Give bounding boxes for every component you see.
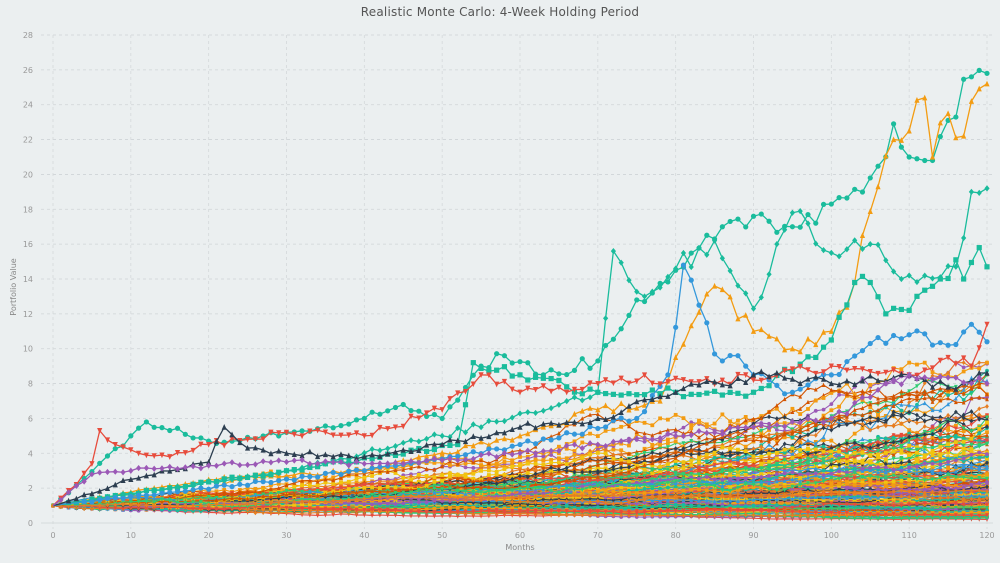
simulation-path: [51, 503, 989, 519]
x-tick-label: 90: [748, 531, 758, 540]
y-tick-label: 16: [23, 240, 33, 249]
y-tick-label: 24: [23, 101, 33, 110]
simulation-paths-bundle: [51, 360, 989, 522]
y-tick-label: 26: [23, 66, 33, 75]
y-tick-label: 10: [23, 345, 33, 354]
path-orange-triangle-rise: [52, 80, 990, 507]
path-top-teal-circle: [52, 67, 990, 507]
x-tick-label: 40: [359, 531, 369, 540]
x-tick-label: 20: [204, 531, 214, 540]
x-tick-label: 0: [50, 531, 55, 540]
x-tick-label: 100: [824, 531, 839, 540]
y-tick-label: 14: [23, 275, 33, 284]
x-tick-label: 80: [671, 531, 681, 540]
x-tick-label: 70: [593, 531, 603, 540]
y-tick-label: 0: [28, 519, 33, 528]
y-tick-label: 6: [28, 414, 33, 423]
y-tick-label: 4: [28, 449, 33, 458]
x-tick-label: 10: [126, 531, 136, 540]
x-tick-label: 30: [281, 531, 291, 540]
y-tick-label: 8: [28, 380, 33, 389]
path-navy-triangle: [52, 368, 990, 507]
notable-paths: [52, 67, 990, 507]
x-axis-label: Months: [505, 543, 534, 552]
y-tick-label: 20: [23, 170, 33, 179]
path-red-triangle-early: [52, 321, 990, 507]
simulation-path: [51, 488, 989, 509]
x-tick-label: 60: [515, 531, 525, 540]
y-tick-label: 12: [23, 310, 33, 319]
y-tick-label: 2: [28, 484, 33, 493]
y-tick-label: 22: [23, 136, 33, 145]
y-axis-label: Portfolio Value: [9, 258, 18, 316]
y-tick-label: 28: [23, 31, 33, 40]
y-tick-label: 18: [23, 205, 33, 214]
x-tick-label: 110: [902, 531, 917, 540]
x-tick-label: 50: [437, 531, 447, 540]
path-purple-diamond: [52, 371, 990, 507]
chart-title: Realistic Monte Carlo: 4-Week Holding Pe…: [0, 5, 1000, 19]
x-tick-label: 120: [979, 531, 994, 540]
